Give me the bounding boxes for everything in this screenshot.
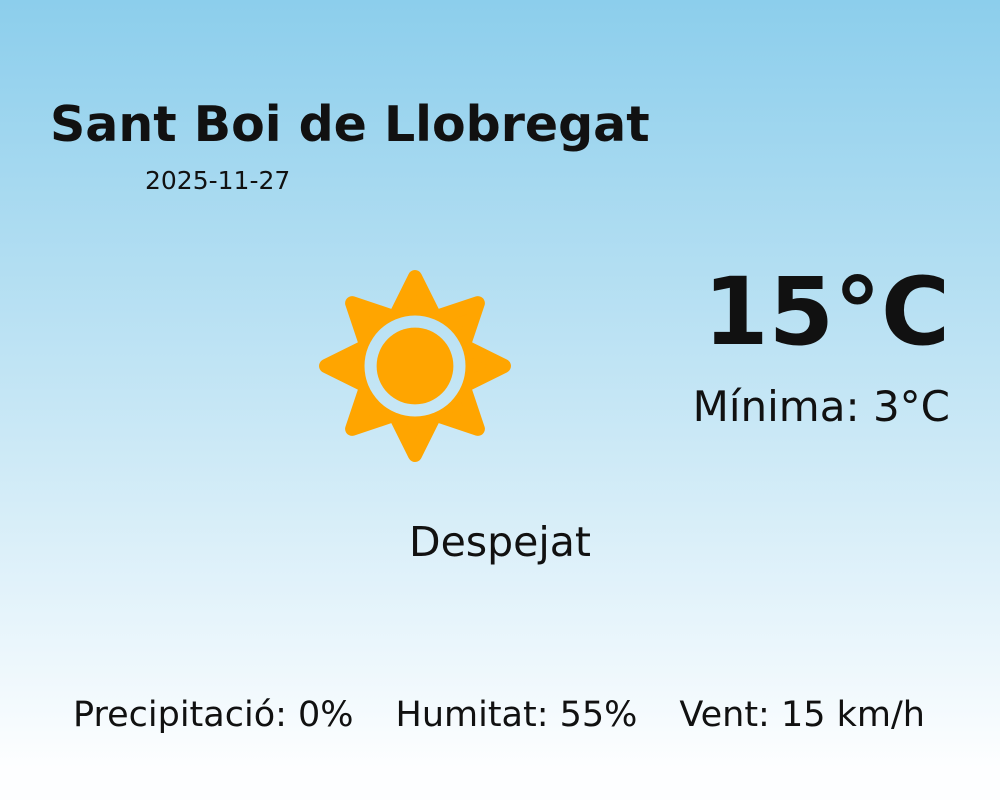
temperature-minimum: Mínima: 3°C [692,382,950,431]
details-row: Precipitació: 0% Humitat: 55% Vent: 15 k… [0,695,1000,735]
temperature-value: 15°C [703,258,950,367]
condition-label: Despejat [409,518,591,566]
city-title: Sant Boi de Llobregat [50,96,650,153]
sun-icon-svg [319,270,511,462]
date-label: 2025-11-27 [145,166,291,195]
humidity-label: Humitat: 55% [395,695,638,735]
sun-icon [314,265,516,467]
precipitation-label: Precipitació: 0% [73,695,354,735]
wind-label: Vent: 15 km/h [679,695,925,735]
